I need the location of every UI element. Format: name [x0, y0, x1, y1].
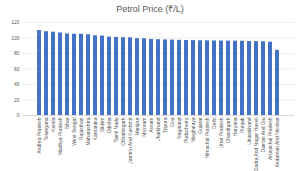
svg-text:Gujarat: Gujarat [197, 117, 203, 134]
svg-text:Goa: Goa [169, 117, 175, 127]
svg-text:60: 60 [14, 66, 20, 72]
svg-text:Sikkim: Sikkim [99, 118, 105, 133]
svg-text:Maharashtra: Maharashtra [85, 117, 91, 145]
svg-text:100: 100 [11, 35, 20, 41]
svg-text:120: 120 [11, 19, 20, 25]
svg-text:Madhya Pradesh: Madhya Pradesh [57, 117, 63, 155]
svg-text:Assam: Assam [148, 118, 154, 133]
html-text:Petrol Price (₹/L): Petrol Price (₹/L) [116, 4, 184, 14]
svg-text:Uttar Pradesh: Uttar Pradesh [218, 117, 224, 148]
svg-text:Mizoram: Mizoram [141, 118, 147, 137]
svg-text:Puducherry: Puducherry [183, 117, 189, 143]
svg-text:Manipur: Manipur [134, 117, 140, 135]
svg-text:Nagaland: Nagaland [176, 117, 182, 139]
svg-text:Tripura: Tripura [162, 117, 168, 133]
svg-text:Kerala: Kerala [50, 117, 56, 132]
svg-text:Tamil Nadu: Tamil Nadu [113, 117, 119, 142]
svg-text:Haryana: Haryana [232, 117, 238, 136]
svg-text:20: 20 [14, 97, 20, 103]
svg-text:Uttarakhand: Uttarakhand [246, 117, 252, 144]
svg-text:Andaman And Nicobar: Andaman And Nicobar [274, 117, 280, 167]
svg-text:Arunachal Pradesh: Arunachal Pradesh [267, 117, 273, 160]
svg-text:Odisha: Odisha [106, 117, 112, 133]
svg-text:Jharkhand: Jharkhand [155, 117, 161, 141]
svg-text:40: 40 [14, 81, 20, 87]
svg-text:Rajasthan: Rajasthan [78, 117, 84, 140]
svg-text:Punjab: Punjab [239, 117, 245, 133]
svg-text:0: 0 [17, 112, 20, 118]
svg-text:Chandigarh: Chandigarh [225, 117, 231, 143]
svg-text:Chhattisgarh: Chhattisgarh [120, 117, 126, 146]
svg-text:Delhi: Delhi [211, 118, 217, 129]
svg-text:Bihar: Bihar [64, 117, 70, 129]
svg-text:Dadra And Nagar Haveli: Dadra And Nagar Haveli [253, 118, 259, 171]
svg-text:West Bengal: West Bengal [71, 118, 77, 146]
svg-text:Himachal Pradesh: Himachal Pradesh [204, 117, 210, 158]
svg-text:Jammu And Kashmir: Jammu And Kashmir [127, 117, 133, 163]
svg-text:80: 80 [14, 50, 20, 56]
svg-text:Andhra Pradesh: Andhra Pradesh [36, 117, 42, 153]
svg-text:Daman And Diu: Daman And Diu [260, 117, 266, 152]
svg-text:Meghalaya: Meghalaya [190, 117, 196, 142]
svg-text:Telangana: Telangana [43, 117, 49, 140]
svg-text:Karnataka: Karnataka [92, 117, 98, 140]
